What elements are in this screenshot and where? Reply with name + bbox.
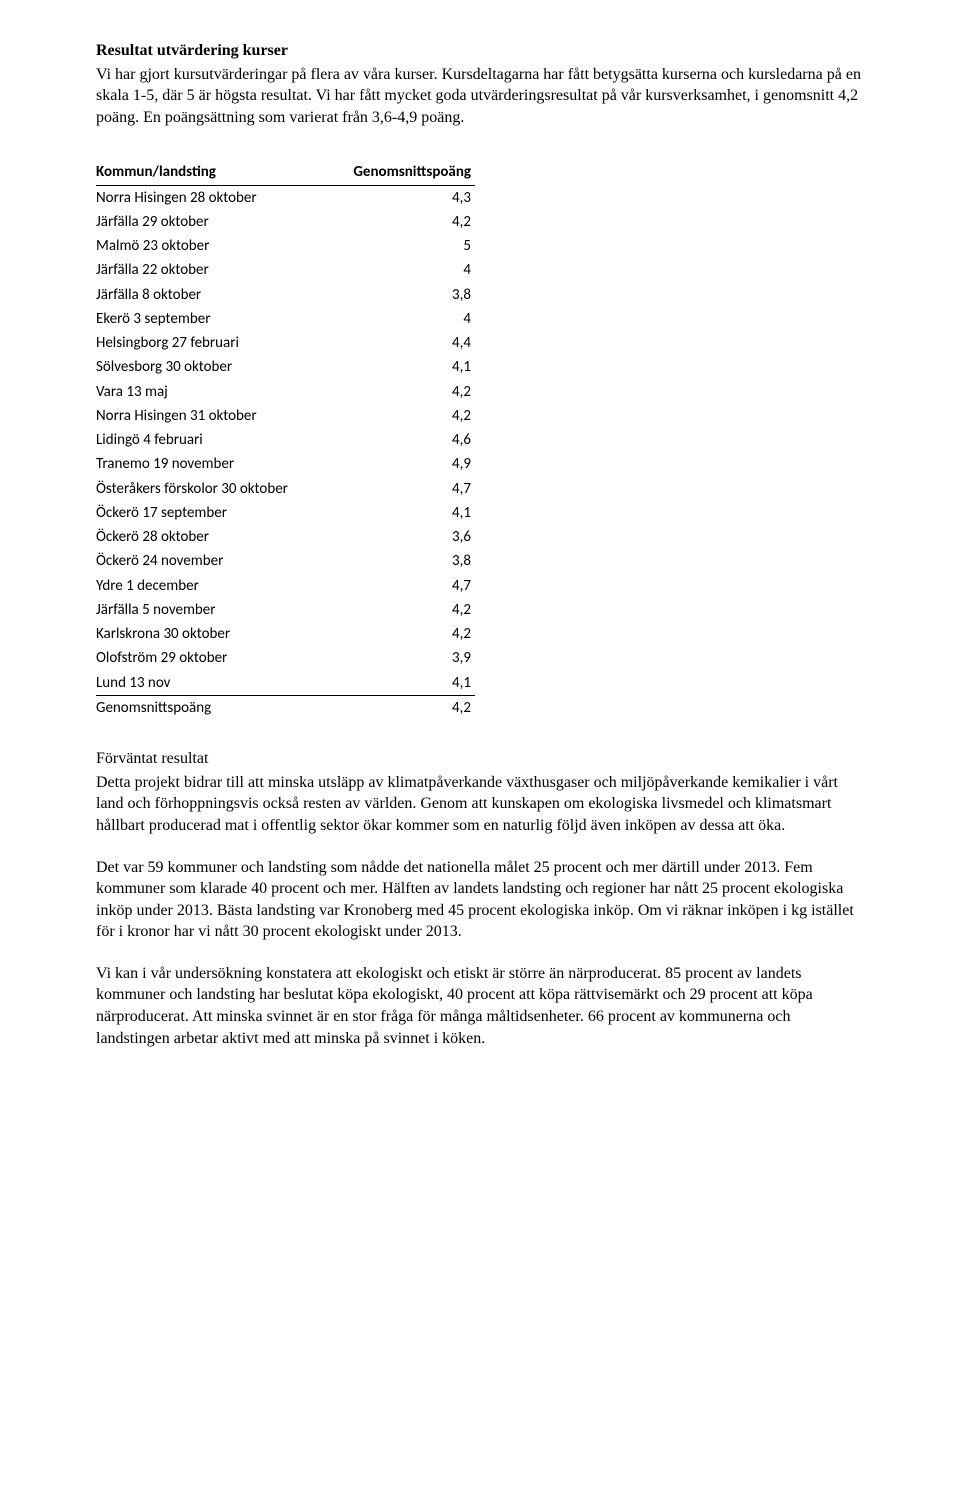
table-row: Tranemo 19 november4,9 — [96, 452, 475, 476]
table-row: Järfälla 29 oktober4,2 — [96, 210, 475, 234]
table-cell-name: Helsingborg 27 februari — [96, 331, 331, 355]
table-cell-name: Vara 13 maj — [96, 380, 331, 404]
spacer — [96, 945, 864, 963]
spacer — [96, 130, 864, 152]
table-row: Österåkers förskolor 30 oktober4,7 — [96, 477, 475, 501]
table-cell-value: 4,2 — [331, 380, 475, 404]
table-row: Helsingborg 27 februari4,4 — [96, 331, 475, 355]
table-row: Sölvesborg 30 oktober4,1 — [96, 355, 475, 379]
table-row: Malmö 23 oktober5 — [96, 234, 475, 258]
table-row: Norra Hisingen 31 oktober4,2 — [96, 404, 475, 428]
table-cell-name: Järfälla 22 oktober — [96, 258, 331, 282]
table-cell-value: 4,4 — [331, 331, 475, 355]
expected-result-section: Förväntat resultat Detta projekt bidrar … — [96, 748, 864, 1049]
table-cell-name: Öckerö 28 oktober — [96, 525, 331, 549]
expected-p1: Detta projekt bidrar till att minska uts… — [96, 772, 864, 837]
table-cell-name: Malmö 23 oktober — [96, 234, 331, 258]
expected-title: Förväntat resultat — [96, 748, 864, 770]
table-header-name: Kommun/landsting — [96, 160, 331, 185]
table-cell-value: 4,2 — [331, 598, 475, 622]
table-cell-name: Tranemo 19 november — [96, 452, 331, 476]
table-row: Öckerö 17 september4,1 — [96, 501, 475, 525]
table-row: Öckerö 24 november3,8 — [96, 549, 475, 573]
table-footer-name: Genomsnittspoäng — [96, 695, 331, 720]
score-table-wrap: Kommun/landsting Genomsnittspoäng Norra … — [96, 160, 864, 720]
table-cell-value: 3,8 — [331, 549, 475, 573]
table-row: Ekerö 3 september4 — [96, 307, 475, 331]
spacer — [96, 839, 864, 857]
table-cell-name: Järfälla 8 oktober — [96, 283, 331, 307]
table-cell-value: 4,2 — [331, 622, 475, 646]
table-cell-name: Lund 13 nov — [96, 671, 331, 696]
table-cell-value: 4,3 — [331, 185, 475, 210]
table-row: Järfälla 8 oktober3,8 — [96, 283, 475, 307]
table-row: Olofström 29 oktober3,9 — [96, 646, 475, 670]
table-row: Järfälla 5 november4,2 — [96, 598, 475, 622]
table-cell-name: Järfälla 5 november — [96, 598, 331, 622]
table-cell-name: Öckerö 17 september — [96, 501, 331, 525]
table-row: Vara 13 maj4,2 — [96, 380, 475, 404]
table-cell-value: 4,9 — [331, 452, 475, 476]
table-cell-value: 4 — [331, 307, 475, 331]
table-cell-name: Karlskrona 30 oktober — [96, 622, 331, 646]
table-header-value: Genomsnittspoäng — [331, 160, 475, 185]
table-cell-value: 4 — [331, 258, 475, 282]
table-cell-name: Ekerö 3 september — [96, 307, 331, 331]
table-cell-name: Norra Hisingen 31 oktober — [96, 404, 331, 428]
table-row: Ydre 1 december4,7 — [96, 574, 475, 598]
score-table: Kommun/landsting Genomsnittspoäng Norra … — [96, 160, 475, 720]
table-cell-value: 4,6 — [331, 428, 475, 452]
intro-paragraph: Vi har gjort kursutvärderingar på flera … — [96, 64, 864, 129]
table-row: Lidingö 4 februari4,6 — [96, 428, 475, 452]
table-cell-name: Norra Hisingen 28 oktober — [96, 185, 331, 210]
table-footer-row: Genomsnittspoäng4,2 — [96, 695, 475, 720]
expected-p3: Vi kan i vår undersökning konstatera att… — [96, 963, 864, 1049]
table-cell-name: Olofström 29 oktober — [96, 646, 331, 670]
table-cell-value: 4,2 — [331, 404, 475, 428]
table-row: Norra Hisingen 28 oktober4,3 — [96, 185, 475, 210]
table-row: Öckerö 28 oktober3,6 — [96, 525, 475, 549]
table-cell-value: 4,1 — [331, 671, 475, 696]
table-footer-value: 4,2 — [331, 695, 475, 720]
table-cell-name: Öckerö 24 november — [96, 549, 331, 573]
table-row: Järfälla 22 oktober4 — [96, 258, 475, 282]
table-cell-value: 4,7 — [331, 477, 475, 501]
table-cell-value: 4,1 — [331, 501, 475, 525]
table-cell-value: 3,8 — [331, 283, 475, 307]
table-row: Karlskrona 30 oktober4,2 — [96, 622, 475, 646]
expected-p2: Det var 59 kommuner och landsting som nå… — [96, 857, 864, 943]
table-cell-name: Järfälla 29 oktober — [96, 210, 331, 234]
table-cell-name: Sölvesborg 30 oktober — [96, 355, 331, 379]
table-cell-value: 3,6 — [331, 525, 475, 549]
table-cell-value: 4,1 — [331, 355, 475, 379]
intro-title: Resultat utvärdering kurser — [96, 40, 864, 62]
table-cell-value: 4,7 — [331, 574, 475, 598]
document-page: Resultat utvärdering kurser Vi har gjort… — [0, 0, 960, 1496]
table-cell-name: Lidingö 4 februari — [96, 428, 331, 452]
table-cell-name: Ydre 1 december — [96, 574, 331, 598]
table-cell-value: 3,9 — [331, 646, 475, 670]
table-cell-value: 5 — [331, 234, 475, 258]
table-row: Lund 13 nov4,1 — [96, 671, 475, 696]
table-cell-value: 4,2 — [331, 210, 475, 234]
table-cell-name: Österåkers förskolor 30 oktober — [96, 477, 331, 501]
